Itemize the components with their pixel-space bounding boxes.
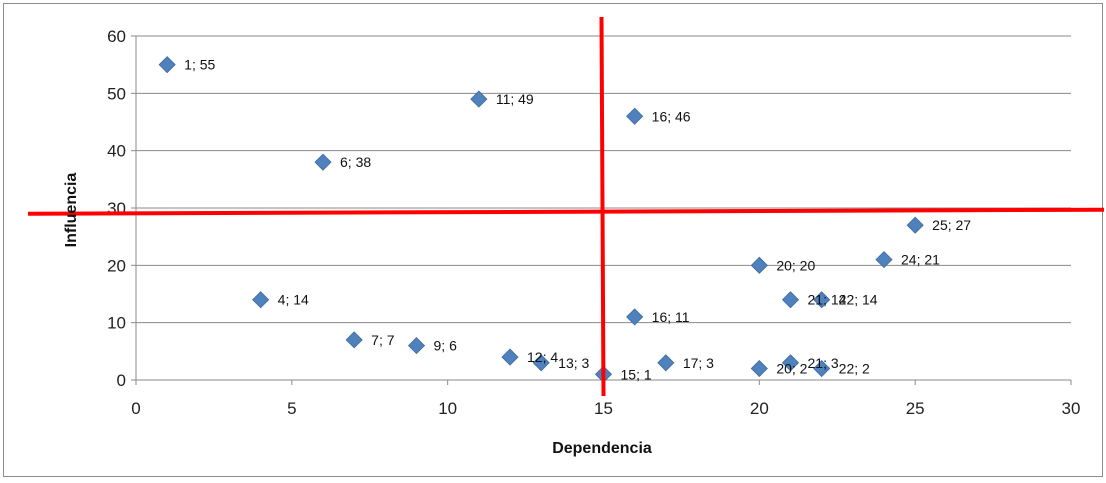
y-tick-label-20: 20 — [107, 256, 126, 275]
data-label-16: 15; 1 — [621, 366, 652, 382]
data-label-19: 21; 3 — [808, 355, 839, 371]
data-point-8 — [252, 291, 270, 309]
data-label-1: 1; 55 — [184, 57, 215, 73]
data-label-18: 20; 2 — [776, 361, 807, 377]
data-point-12 — [345, 331, 363, 349]
data-label-9: 21; 14 — [808, 292, 847, 308]
x-tick-label-25: 25 — [906, 399, 925, 418]
data-label-14: 12; 4 — [527, 349, 558, 365]
data-label-10: 22; 14 — [839, 292, 878, 308]
quadrant-dividers — [27, 16, 1105, 397]
y-tick-label-40: 40 — [107, 142, 126, 161]
data-label-17: 17; 3 — [683, 355, 714, 371]
y-tick-label-10: 10 — [107, 314, 126, 333]
data-label-5: 25; 27 — [932, 217, 971, 233]
x-tick-label-20: 20 — [750, 399, 769, 418]
data-point-20 — [813, 359, 831, 378]
data-point-15 — [532, 354, 550, 372]
data-label-15: 13; 3 — [558, 355, 589, 371]
data-point-13 — [407, 337, 426, 355]
data-label-12: 7; 7 — [371, 332, 395, 348]
x-tick-label-15: 15 — [594, 399, 613, 418]
data-point-7 — [875, 251, 893, 269]
data-label-2: 11; 49 — [496, 91, 534, 107]
data-label-4: 6; 38 — [340, 154, 371, 170]
data-point-17 — [657, 354, 675, 372]
x-tick-label-30: 30 — [1062, 399, 1081, 418]
data-point-3 — [626, 107, 644, 125]
x-tick-label-10: 10 — [438, 399, 457, 418]
data-points — [158, 56, 924, 383]
y-tick-label-50: 50 — [107, 84, 126, 103]
x-tick-label-0: 0 — [131, 399, 140, 418]
data-label-6: 20; 20 — [776, 257, 815, 273]
y-tick-label-60: 60 — [107, 27, 126, 46]
data-label-13: 9; 6 — [434, 338, 458, 354]
data-label-20: 22; 2 — [839, 361, 870, 377]
chart-frame: 0 10 20 30 40 50 60 0 5 10 15 20 25 30 1; 55 11; 49 16;… — [3, 3, 1105, 477]
y-axis-title: Influencia — [63, 173, 80, 248]
data-point-5 — [906, 216, 924, 234]
data-point-6 — [750, 256, 768, 274]
data-point-11 — [626, 308, 644, 326]
y-tick-label-0: 0 — [117, 371, 126, 390]
data-point-1 — [158, 56, 176, 74]
data-point-14 — [501, 348, 519, 366]
data-label-11: 16; 11 — [652, 309, 690, 325]
data-point-9 — [781, 291, 800, 309]
data-label-7: 24; 21 — [901, 252, 940, 268]
data-point-10 — [813, 291, 831, 309]
x-tick-label-5: 5 — [287, 399, 296, 418]
data-labels: 1; 55 11; 49 16; 46 6; 38 25; 27 20; 20 24; 21… — [184, 57, 971, 383]
data-point-18 — [750, 359, 768, 378]
data-point-4 — [314, 153, 332, 171]
data-label-3: 16; 46 — [652, 108, 691, 124]
horizontal-divider-line — [27, 207, 1105, 216]
data-point-2 — [470, 90, 488, 108]
vertical-divider-line — [599, 16, 606, 397]
x-axis-title: Dependencia — [552, 440, 652, 457]
data-label-8: 4; 14 — [278, 292, 309, 308]
data-point-19 — [781, 354, 800, 372]
